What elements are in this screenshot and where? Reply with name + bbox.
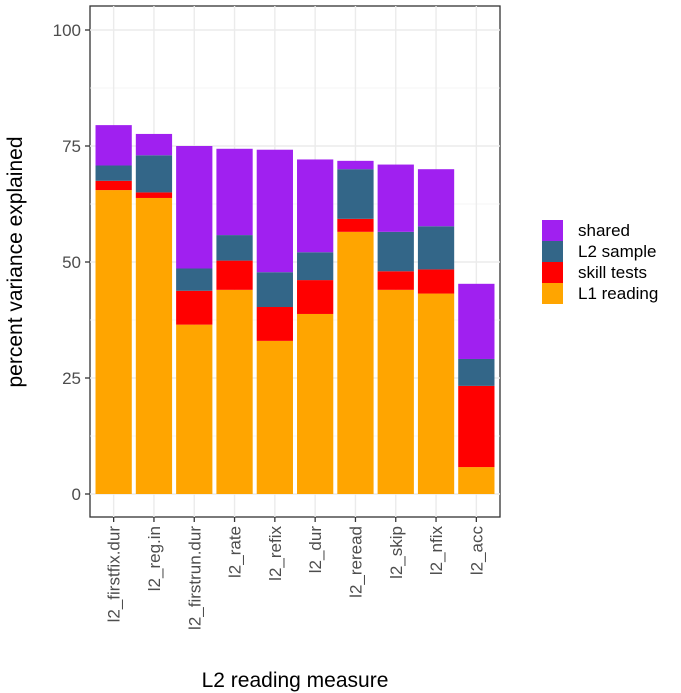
bar-segment [135, 197, 173, 494]
legend-label: shared [578, 221, 630, 240]
bar-segment [135, 155, 173, 193]
x-tick-label: l2_refix [266, 526, 285, 581]
x-tick-label: l2_reg.in [145, 526, 164, 591]
legend-label: L2 sample [578, 242, 656, 261]
bar-segment [256, 340, 293, 494]
bar-segment [256, 272, 293, 308]
bar-segment [337, 169, 374, 219]
bar-segment [337, 218, 374, 232]
bars [95, 125, 495, 494]
bar-segment [95, 190, 132, 494]
y-tick-label: 25 [62, 369, 81, 388]
bar-segment [337, 160, 374, 170]
bar-segment [377, 289, 414, 494]
bar-segment [417, 226, 455, 270]
y-tick-label: 50 [62, 253, 81, 272]
x-tick-label: l2_acc [467, 526, 486, 576]
bar-segment [256, 307, 293, 341]
bar-segment [176, 324, 213, 494]
bar-segment [297, 313, 334, 494]
bar-segment [176, 290, 213, 325]
legend-key [542, 262, 563, 283]
bar-segment [297, 159, 334, 253]
bar-segment [458, 283, 495, 359]
bar-segment [377, 271, 414, 290]
bar-segment [458, 467, 495, 494]
bar-segment [256, 149, 293, 273]
bar-segment [377, 164, 414, 232]
bar-segment [458, 385, 495, 468]
legend-key [542, 241, 563, 262]
y-axis-title: percent variance explained [4, 137, 27, 388]
x-tick-label: l2_skip [387, 526, 406, 579]
bar-segment [417, 293, 455, 494]
bar-segment [337, 231, 374, 494]
bar-segment [95, 180, 132, 191]
legend-key [542, 220, 563, 241]
legend-label: L1 reading [578, 284, 658, 303]
bar-segment [216, 260, 253, 290]
bar-segment [176, 146, 213, 269]
legend: shared L2 sample skill tests L1 reading [542, 220, 658, 304]
x-tick-label: l2_nfix [427, 526, 446, 576]
bar-segment [377, 231, 414, 272]
bar-segment [135, 133, 173, 156]
y-tick-label: 0 [72, 485, 81, 504]
bar-segment [458, 358, 495, 386]
bar-segment [417, 269, 455, 294]
legend-key [542, 283, 563, 304]
bar-segment [216, 235, 253, 261]
bar-segment [417, 169, 455, 227]
x-tick-label: l2_reread [346, 526, 365, 598]
x-axis-title: L2 reading measure [202, 669, 389, 692]
legend-label: skill tests [578, 263, 647, 282]
y-tick-label: 75 [62, 137, 81, 156]
bar-segment [297, 280, 334, 314]
x-tick-label: l2_firstfix.dur [105, 526, 124, 623]
x-tick-label: l2_rate [226, 526, 245, 578]
y-tick-label: 100 [53, 21, 81, 40]
bar-segment [95, 125, 132, 166]
bar-segment [176, 268, 213, 291]
x-tick-label: l2_dur [306, 526, 325, 574]
bar-segment [95, 165, 132, 181]
bar-segment [297, 252, 334, 281]
x-tick-label: l2_firstrun.dur [185, 526, 204, 630]
bar-segment [216, 289, 253, 494]
bar-segment [135, 192, 173, 198]
bar-segment [216, 148, 253, 236]
y-axis: 0 25 50 75 100 [53, 21, 90, 504]
x-axis: l2_firstfix.dur l2_reg.in l2_firstrun.dur l… [105, 517, 486, 630]
